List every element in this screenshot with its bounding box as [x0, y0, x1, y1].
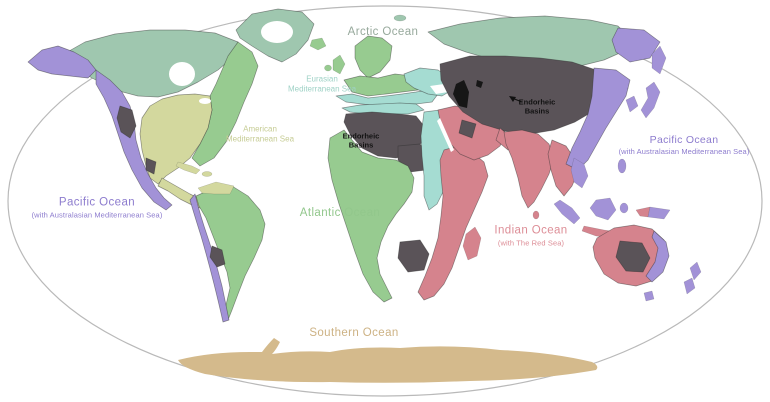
- region-pacific-new-zealand-south: [683, 277, 696, 295]
- label-eurasian-mediterranean-sea: Eurasian Mediterranean Sea: [288, 74, 356, 93]
- region-pacific-korea: [625, 95, 639, 113]
- endorheic-label-arrow-head: [509, 96, 516, 102]
- region-pacific-sulawesi: [619, 202, 629, 214]
- region-pacific-sumatra: [553, 199, 581, 225]
- region-pacific-vietnam-coast: [570, 157, 589, 189]
- region-indian-sri-lanka: [532, 210, 540, 220]
- region-atlantic-scandinavia: [354, 35, 393, 79]
- region-endorheic-great-basin: [116, 105, 137, 139]
- region-atlantic-british-isles: [332, 54, 346, 75]
- label-endorheic-asia-line2: Basins: [524, 107, 550, 116]
- region-atlantic-south-america: [195, 185, 266, 321]
- region-american-mediterranean-usa: [139, 93, 213, 185]
- region-indian-india: [503, 129, 555, 209]
- region-endorheic-altiplano: [209, 245, 226, 268]
- region-atlantic-north-america: [191, 41, 259, 167]
- region-american-mediterranean-cuba: [175, 161, 201, 175]
- label-southern-ocean: Southern Ocean: [309, 327, 398, 341]
- region-indian-madagascar: [462, 226, 482, 261]
- region-pacific-chukotka: [611, 27, 661, 63]
- label-endorheic-basins-africa: Endorheic Basins: [343, 132, 380, 151]
- label-pacific-west-sub: (with Australasian Mediterranean Sea): [31, 210, 163, 220]
- region-pacific-australia-east: [645, 230, 670, 283]
- region-endorheic-mexico: [145, 157, 157, 175]
- label-endorheic-africa-line1: Endorheic: [342, 131, 380, 141]
- region-american-mediterranean-colombia: [197, 181, 235, 195]
- label-pacific-east-text: Pacific Ocean: [649, 134, 719, 147]
- label-american-med-line1: American: [243, 124, 277, 134]
- black-sea: [430, 84, 448, 94]
- region-southern-antarctica: [178, 338, 598, 383]
- label-atlantic-ocean: Atlantic Ocean: [300, 207, 380, 221]
- region-pacific-andes: [189, 193, 230, 323]
- red-sea: [437, 118, 454, 152]
- region-endorheic-lake-eyre: [615, 240, 651, 273]
- label-american-med-line2: Mediterranean Sea: [225, 134, 295, 143]
- label-eurasian-med-line1: Eurasian: [306, 74, 338, 84]
- label-pacific-west-text: Pacific Ocean: [58, 196, 136, 209]
- greenland-icecap: [261, 21, 293, 43]
- region-pacific-east-asia: [565, 67, 631, 171]
- label-arctic-ocean: Arctic Ocean: [348, 26, 419, 40]
- label-pacific-east-sub: (with Australasian Mediterranean Sea): [618, 146, 750, 156]
- label-endorheic-africa-line2: Basins: [348, 141, 374, 150]
- region-american-mediterranean-hispaniola: [201, 171, 213, 177]
- region-pacific-new-zealand-north: [689, 261, 702, 281]
- label-pacific-ocean-east: Pacific Ocean (with Australasian Mediter…: [619, 134, 750, 156]
- region-pacific-borneo: [589, 197, 617, 221]
- label-american-mediterranean-sea: American Mediterranean Sea: [226, 124, 294, 143]
- region-arctic-svalbard: [393, 14, 407, 22]
- label-atlantic-ocean-text: Atlantic Ocean: [299, 207, 381, 220]
- label-endorheic-basins-asia: Endorheic Basins: [519, 98, 556, 117]
- label-endorheic-asia-line1: Endorheic: [518, 97, 556, 107]
- caspian-sea: [453, 80, 469, 108]
- region-atlantic-iceland: [309, 37, 327, 51]
- region-pacific-philippines: [617, 158, 627, 174]
- great-lakes: [199, 98, 211, 104]
- region-atlantic-ireland: [324, 64, 332, 72]
- label-pacific-ocean-west: Pacific Ocean (with Australasian Mediter…: [32, 197, 163, 220]
- hudson-bay: [169, 62, 195, 86]
- region-pacific-new-guinea-east: [647, 206, 671, 220]
- region-endorheic-arabia-interior: [458, 119, 477, 139]
- label-arctic-ocean-text: Arctic Ocean: [347, 26, 419, 39]
- region-indian-east-africa: [417, 145, 489, 301]
- aral-sea: [476, 80, 483, 88]
- region-atlantic-west-africa: [327, 129, 415, 303]
- region-pacific-kamchatka: [651, 45, 667, 75]
- label-indian-ocean: Indian Ocean (with The Red Sea): [494, 225, 567, 248]
- label-eurasian-med-line2: Mediterranean Sea: [287, 84, 357, 93]
- label-indian-ocean-sub: (with The Red Sea): [497, 238, 565, 248]
- label-southern-ocean-text: Southern Ocean: [309, 327, 399, 340]
- label-indian-ocean-text: Indian Ocean: [494, 224, 568, 237]
- region-pacific-tasmania: [643, 290, 655, 302]
- region-endorheic-kalahari: [397, 239, 430, 273]
- region-pacific-japan: [640, 81, 661, 119]
